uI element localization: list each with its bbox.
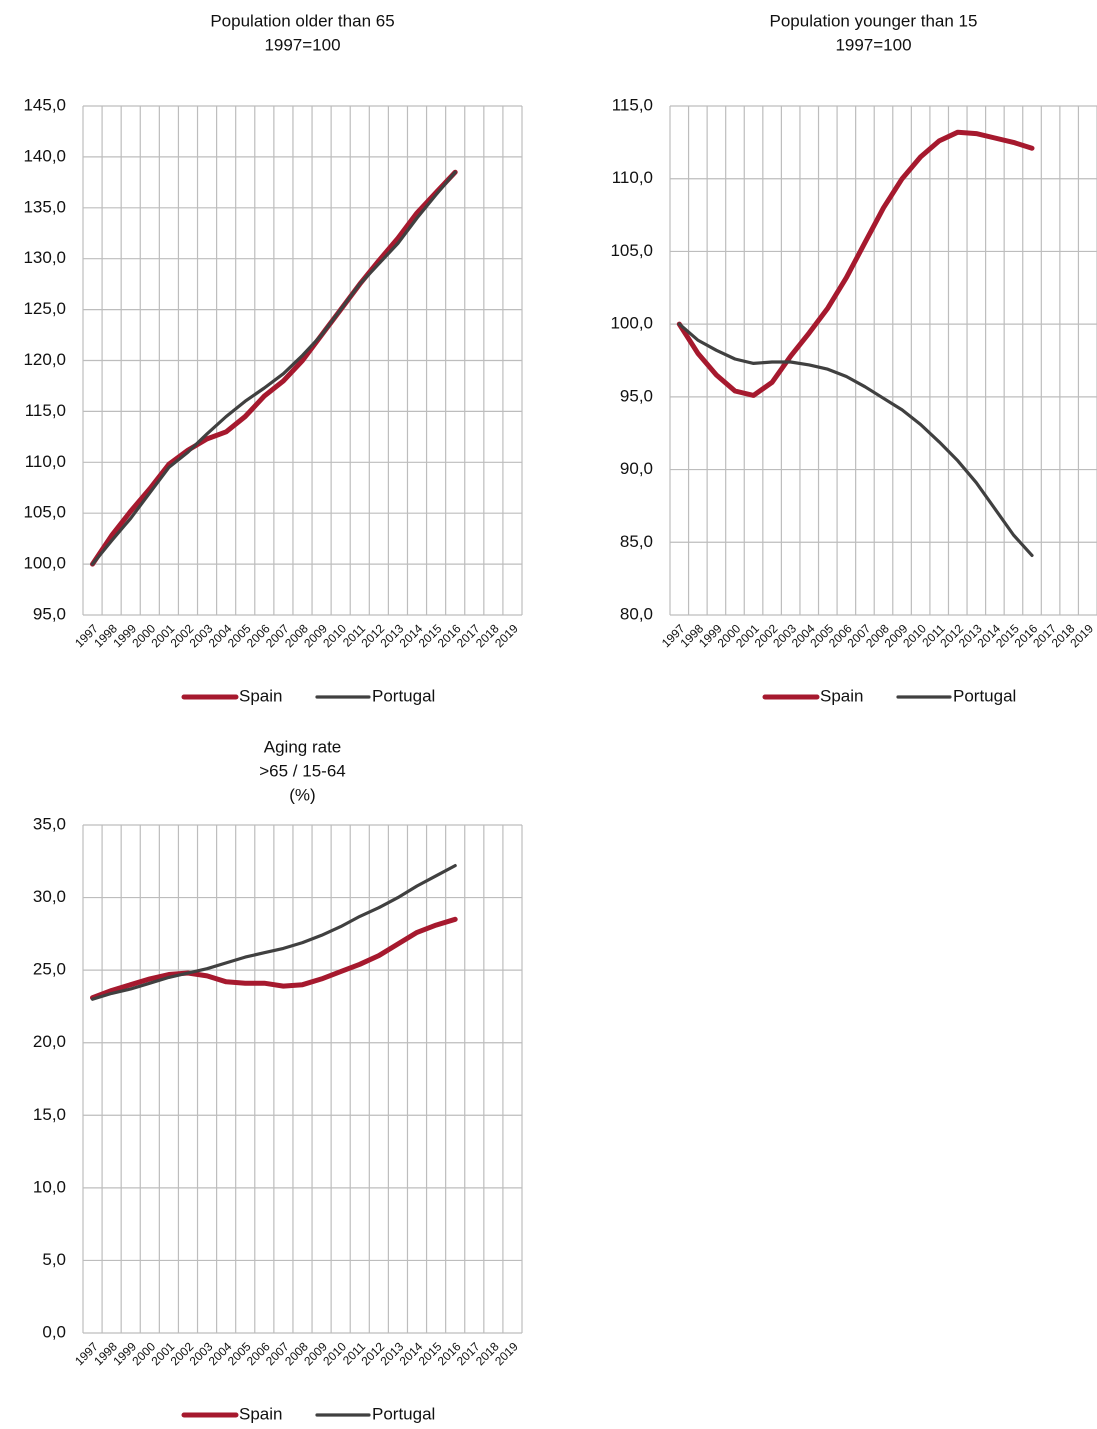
- y-tick-label: 105,0: [23, 503, 66, 522]
- series-line: [90, 169, 458, 567]
- series-line: [90, 170, 457, 566]
- series-line: [677, 322, 1034, 557]
- y-tick-label: 90,0: [620, 459, 653, 478]
- y-tick-label: 130,0: [23, 248, 66, 267]
- y-tick-label: 100,0: [610, 314, 653, 333]
- y-tick-label: 15,0: [33, 1105, 66, 1124]
- y-tick-label: 5,0: [42, 1250, 66, 1269]
- legend-label: Spain: [820, 686, 863, 705]
- y-tick-label: 115,0: [612, 95, 653, 114]
- x-tick-label: 2019: [492, 621, 521, 650]
- chart-title: Aging rate: [264, 737, 342, 756]
- y-tick-label: 80,0: [620, 604, 653, 623]
- y-tick-label: 110,0: [25, 452, 66, 471]
- y-tick-label: 115,0: [25, 401, 66, 420]
- y-tick-label: 135,0: [23, 197, 66, 216]
- x-tick-label: 2019: [492, 1339, 521, 1368]
- y-tick-label: 85,0: [620, 532, 653, 551]
- y-tick-label: 25,0: [33, 960, 66, 979]
- y-tick-label: 10,0: [33, 1177, 66, 1196]
- chart-title: Population older than 65: [210, 11, 394, 30]
- chart-title: Population younger than 15: [770, 11, 978, 30]
- legend-label: Portugal: [372, 686, 435, 705]
- legend-label: Spain: [239, 686, 282, 705]
- y-tick-label: 125,0: [23, 299, 66, 318]
- chart-subtitle: >65 / 15-64: [259, 761, 346, 780]
- legend-label: Spain: [239, 1404, 282, 1423]
- y-tick-label: 145,0: [23, 95, 66, 114]
- y-tick-label: 100,0: [23, 554, 66, 573]
- chart-subtitle: 1997=100: [835, 35, 911, 54]
- y-tick-label: 105,0: [610, 241, 653, 260]
- series-line: [90, 916, 458, 1001]
- y-tick-label: 110,0: [612, 168, 653, 187]
- legend-label: Portugal: [372, 1404, 435, 1423]
- y-tick-label: 95,0: [33, 604, 66, 623]
- chart-subtitle: 1997=100: [264, 35, 340, 54]
- series-line: [676, 129, 1035, 398]
- y-tick-label: 30,0: [33, 887, 66, 906]
- y-tick-label: 20,0: [33, 1032, 66, 1051]
- y-tick-label: 0,0: [42, 1322, 66, 1341]
- chart-subtitle: (%): [289, 785, 315, 804]
- y-tick-label: 35,0: [33, 814, 66, 833]
- series-line: [90, 864, 457, 1001]
- y-tick-label: 140,0: [23, 146, 66, 165]
- y-tick-label: 120,0: [23, 350, 66, 369]
- legend-label: Portugal: [953, 686, 1016, 705]
- y-tick-label: 95,0: [620, 386, 653, 405]
